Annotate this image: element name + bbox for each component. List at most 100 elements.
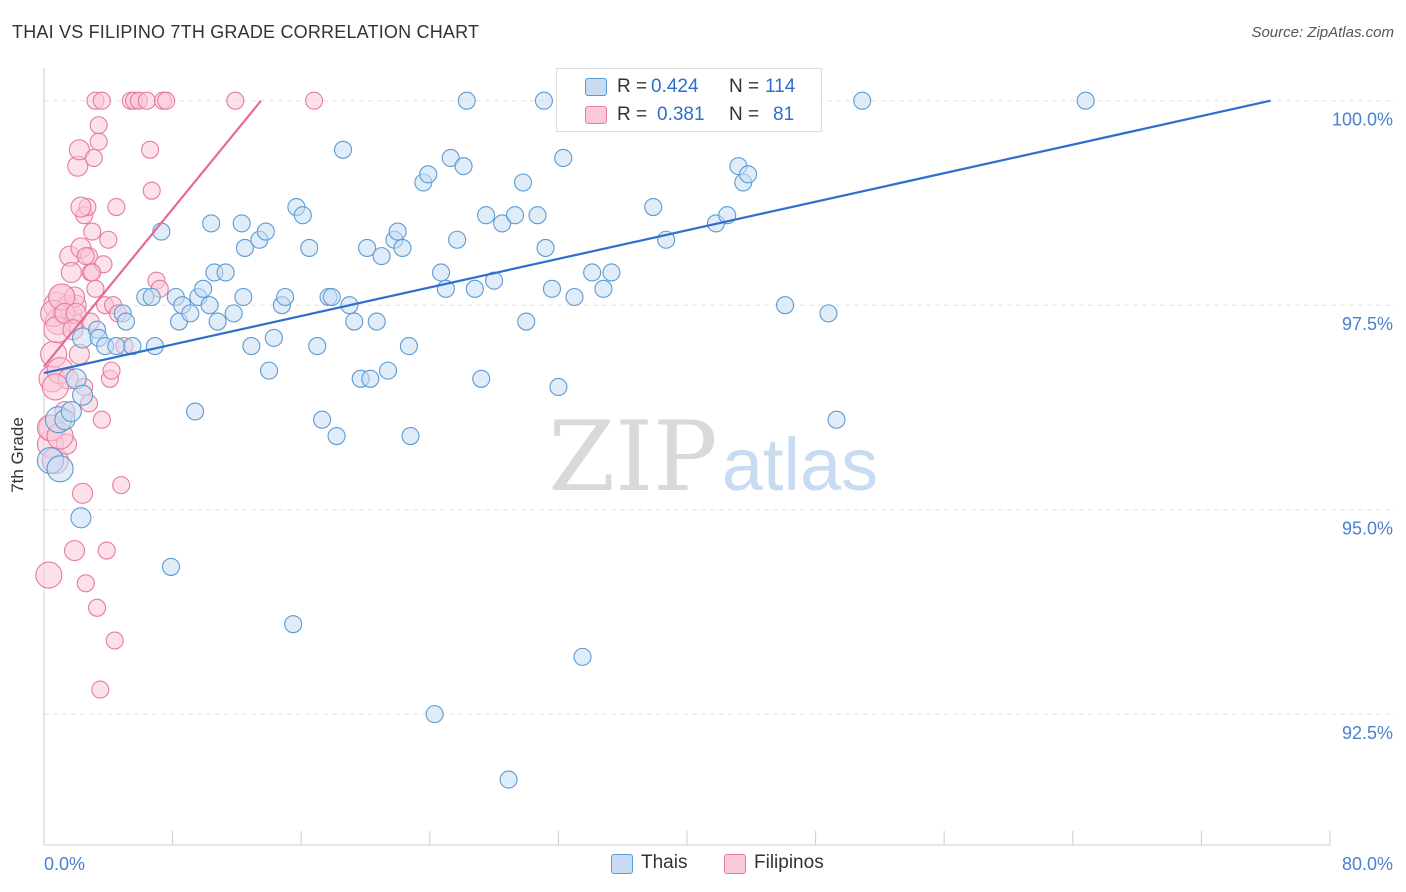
filipinos-point bbox=[35, 561, 63, 589]
filipinos-point bbox=[83, 263, 102, 282]
filipinos-point bbox=[99, 230, 118, 249]
filipinos-point bbox=[63, 540, 86, 562]
filipinos-point bbox=[87, 598, 107, 617]
filipinos-point bbox=[226, 91, 245, 110]
chart-title: THAI VS FILIPINO 7TH GRADE CORRELATION C… bbox=[12, 22, 480, 42]
thais-point bbox=[565, 287, 584, 307]
filipinos-point bbox=[92, 91, 111, 110]
bottom-swatch-thais bbox=[611, 854, 633, 874]
thais-point bbox=[181, 304, 200, 323]
thais-point bbox=[853, 91, 872, 110]
thais-point bbox=[161, 557, 181, 576]
thais-point bbox=[401, 427, 420, 446]
thais-point bbox=[232, 214, 251, 233]
thais-point bbox=[276, 287, 295, 307]
filipinos-point bbox=[76, 247, 95, 266]
filipinos-point bbox=[105, 631, 124, 650]
y-tick-label: 95.0% bbox=[1342, 519, 1393, 539]
bottom-legend-filipinos-label: Filipinos bbox=[754, 852, 824, 873]
thais-point bbox=[388, 222, 407, 241]
x-tick-label-right: 80.0% bbox=[1342, 854, 1393, 874]
filipinos-point bbox=[84, 148, 103, 168]
thais-point bbox=[493, 214, 512, 233]
filipinos-point bbox=[157, 91, 176, 110]
watermark-zip: ZIP bbox=[548, 401, 717, 513]
thais-point bbox=[322, 287, 341, 307]
thais-point bbox=[345, 312, 364, 331]
source-label: Source: ZipAtlas.com bbox=[1251, 24, 1394, 41]
legend-n-label: N = bbox=[729, 104, 760, 125]
thais-point bbox=[549, 377, 568, 397]
thais-point bbox=[554, 148, 573, 168]
thais-point bbox=[194, 279, 213, 298]
thais-point bbox=[216, 263, 235, 282]
thais-point bbox=[284, 615, 303, 634]
legend-r-label: R = bbox=[617, 76, 648, 97]
legend-swatch-thais bbox=[585, 78, 607, 96]
thais-point bbox=[242, 337, 261, 356]
legend-swatch-filipinos bbox=[585, 106, 607, 124]
thais-point bbox=[123, 337, 142, 356]
thais-point bbox=[107, 337, 126, 356]
thais-point bbox=[259, 361, 279, 380]
thais-point bbox=[200, 296, 219, 315]
thais-point bbox=[208, 312, 227, 331]
bottom-legend-thais-label: Thais bbox=[641, 852, 688, 873]
thais-trend-line bbox=[43, 99, 1271, 375]
thais-point bbox=[454, 157, 473, 176]
filipinos-point bbox=[89, 132, 108, 151]
thais-point bbox=[594, 279, 613, 298]
filipinos-point bbox=[70, 196, 92, 218]
thais-point bbox=[505, 206, 525, 225]
thais-point bbox=[819, 304, 838, 323]
thais-point bbox=[313, 410, 332, 429]
filipinos-trend-line bbox=[43, 100, 262, 368]
watermark: ZIP atlas bbox=[548, 401, 878, 513]
thais-point bbox=[60, 400, 82, 423]
thais-point bbox=[235, 238, 254, 257]
thais-point bbox=[399, 337, 418, 356]
legend-r-value-thais: 0.424 bbox=[651, 76, 699, 97]
thais-point bbox=[477, 206, 496, 225]
y-axis-label: 7th Grade bbox=[8, 417, 27, 493]
x-tick-label-left: 0.0% bbox=[44, 854, 85, 874]
thais-point bbox=[256, 222, 275, 241]
thais-point bbox=[472, 369, 491, 388]
filipinos-point bbox=[107, 197, 126, 217]
thais-point bbox=[142, 287, 161, 307]
filipinos-point bbox=[112, 476, 131, 495]
legend-n-label: N = bbox=[729, 76, 760, 97]
thais-point bbox=[573, 647, 592, 666]
thais-point bbox=[528, 206, 547, 225]
thais-point bbox=[234, 287, 253, 307]
thais-point bbox=[186, 402, 205, 421]
thais-point bbox=[499, 770, 518, 789]
thais-point bbox=[224, 304, 243, 323]
thais-point bbox=[264, 328, 283, 347]
filipinos-point bbox=[91, 680, 110, 699]
legend-r-value-filipinos: 0.381 bbox=[657, 104, 705, 125]
correlation-legend: R = 0.424 N = 114 R = 0.381 N = 81 bbox=[556, 68, 822, 132]
thais-point bbox=[1076, 91, 1095, 110]
thais-point bbox=[441, 148, 460, 168]
grid-lines bbox=[44, 100, 1395, 715]
thais-point bbox=[327, 427, 346, 446]
thais-point bbox=[378, 361, 398, 380]
filipinos-point bbox=[142, 181, 161, 200]
thais-point bbox=[432, 263, 451, 282]
filipinos-point bbox=[89, 116, 108, 135]
filipinos-point bbox=[305, 91, 324, 110]
thais-point bbox=[46, 455, 74, 483]
filipinos-point bbox=[68, 139, 90, 161]
thais-point bbox=[776, 296, 795, 315]
thais-point bbox=[372, 247, 391, 266]
thais-point bbox=[202, 214, 221, 233]
thais-point bbox=[513, 173, 533, 192]
thais-point bbox=[583, 263, 602, 282]
thais-point bbox=[542, 279, 562, 298]
y-tick-label: 97.5% bbox=[1342, 314, 1393, 334]
bottom-swatch-filipinos bbox=[724, 854, 746, 874]
thais-point bbox=[457, 91, 476, 110]
filipinos-point bbox=[141, 140, 160, 159]
legend-n-value-thais: 114 bbox=[765, 76, 796, 97]
